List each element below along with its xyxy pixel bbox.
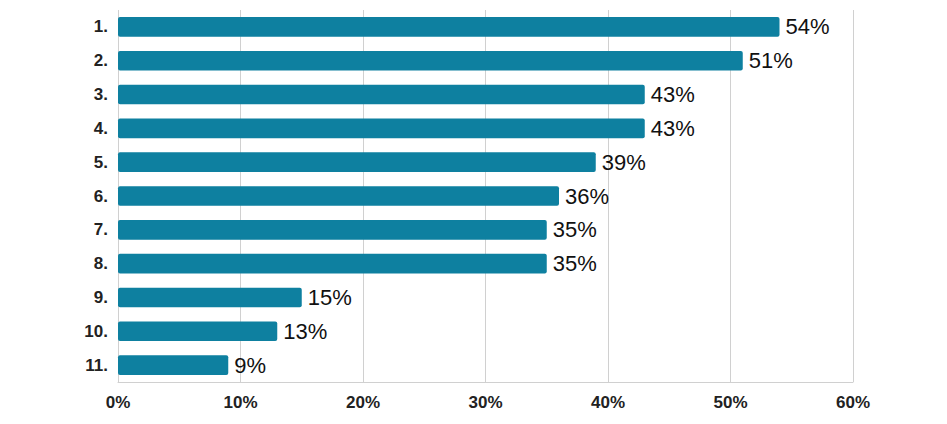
svg-text:36%: 36%: [565, 184, 609, 209]
svg-text:2.: 2.: [94, 51, 108, 70]
svg-text:9%: 9%: [234, 353, 266, 378]
svg-text:5.: 5.: [94, 153, 108, 172]
svg-text:39%: 39%: [602, 150, 646, 175]
svg-text:20%: 20%: [346, 393, 380, 412]
svg-text:10.: 10.: [84, 322, 108, 341]
svg-text:9.: 9.: [94, 288, 108, 307]
svg-text:11.: 11.: [85, 356, 108, 375]
svg-text:4.: 4.: [94, 119, 108, 138]
svg-text:7.: 7.: [94, 220, 108, 239]
svg-text:43%: 43%: [651, 82, 695, 107]
svg-text:6.: 6.: [94, 187, 108, 206]
svg-text:60%: 60%: [836, 393, 870, 412]
svg-text:10%: 10%: [223, 393, 257, 412]
svg-text:43%: 43%: [651, 116, 695, 141]
svg-text:51%: 51%: [749, 48, 793, 73]
svg-text:35%: 35%: [553, 217, 597, 242]
svg-text:30%: 30%: [468, 393, 502, 412]
svg-text:40%: 40%: [591, 393, 625, 412]
svg-text:50%: 50%: [713, 393, 747, 412]
svg-text:3.: 3.: [94, 85, 108, 104]
svg-text:15%: 15%: [308, 285, 352, 310]
svg-text:13%: 13%: [283, 319, 327, 344]
svg-text:54%: 54%: [786, 14, 830, 39]
svg-text:8.: 8.: [94, 254, 108, 273]
svg-text:0%: 0%: [106, 393, 131, 412]
svg-text:35%: 35%: [553, 251, 597, 276]
svg-text:1.: 1.: [94, 17, 108, 36]
